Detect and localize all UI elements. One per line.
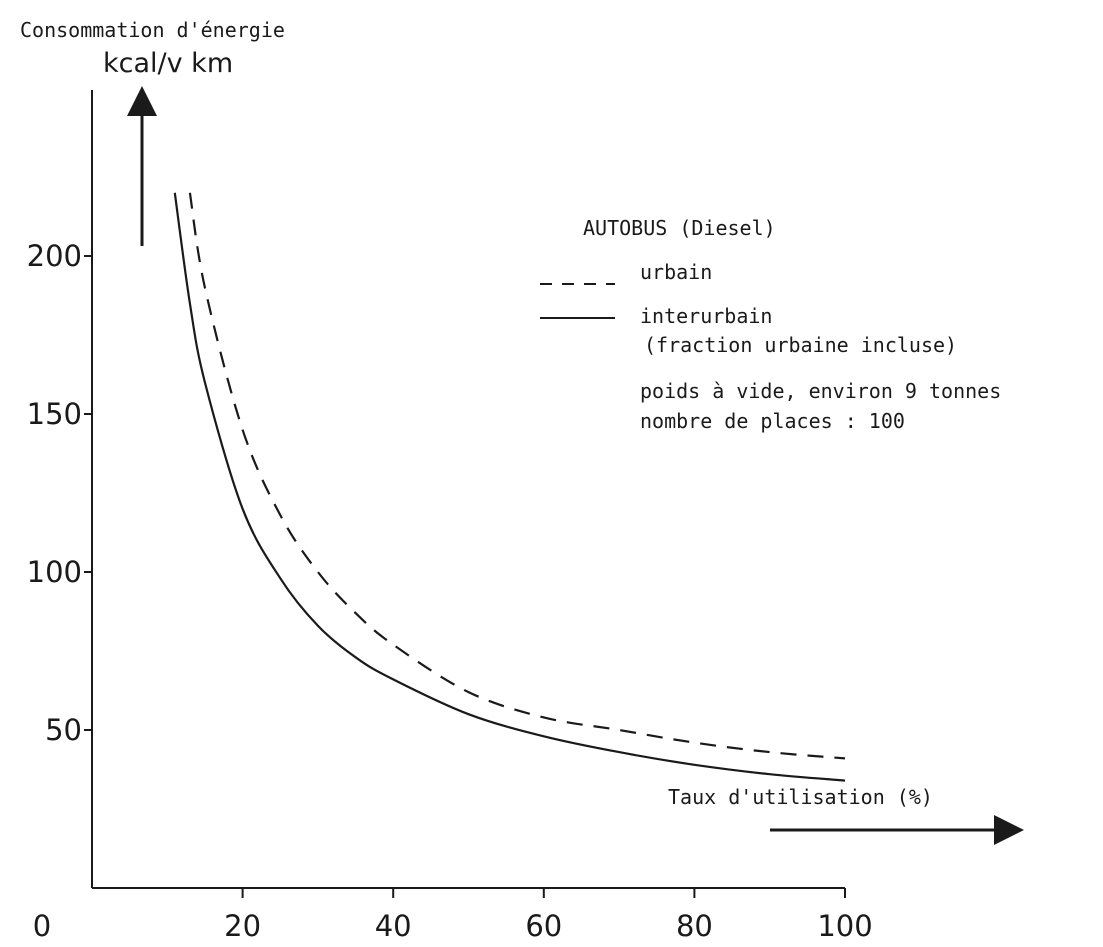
- y-ticks: 50 100 150 200: [27, 239, 92, 747]
- x-tick-label: 80: [676, 909, 713, 943]
- y-axis-unit: kcal/v km: [103, 48, 233, 79]
- series-line-interurbain: [173, 192, 846, 782]
- x-axis-label: Taux d'utilisation (%): [668, 785, 933, 809]
- y-tick-label: 150: [27, 397, 82, 431]
- y-tick-label: 200: [27, 239, 82, 273]
- x-tick-label: 100: [817, 909, 872, 943]
- series-line-urbain: [188, 192, 846, 760]
- x-tick-label: 40: [375, 909, 412, 943]
- x-tick-label: 60: [525, 909, 562, 943]
- x-tick-label: 0: [33, 909, 51, 943]
- annotation-seats: nombre de places : 100: [640, 409, 905, 433]
- legend: AUTOBUS (Diesel) urbain interurbain (fra…: [540, 216, 1001, 433]
- legend-label-interurbain: interurbain: [640, 304, 772, 328]
- y-tick-label: 50: [45, 713, 82, 747]
- legend-title: AUTOBUS (Diesel): [583, 216, 776, 240]
- x-ticks: 0 20 40 60 80 100: [33, 888, 873, 943]
- y-tick-label: 100: [27, 555, 82, 589]
- legend-label-urbain: urbain: [640, 260, 712, 284]
- series-layer: [173, 192, 846, 782]
- chart-title: Consommation d'énergie: [20, 18, 285, 42]
- x-tick-label: 20: [224, 909, 261, 943]
- legend-note: (fraction urbaine incluse): [644, 333, 957, 357]
- annotation-weight: poids à vide, environ 9 tonnes: [640, 379, 1001, 403]
